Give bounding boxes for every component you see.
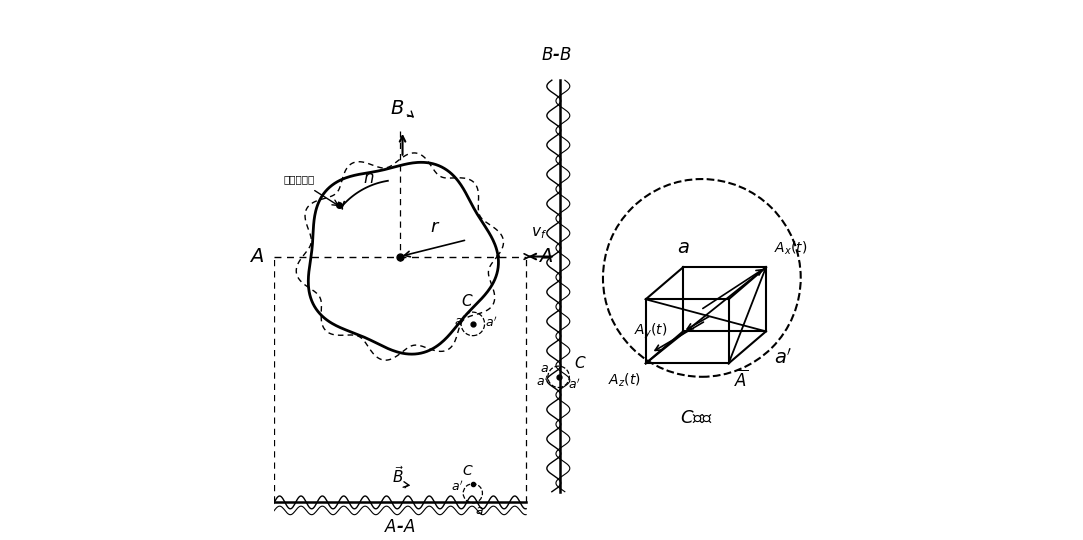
Text: $A_y(t)$: $A_y(t)$ [634, 322, 667, 341]
Text: $A_x(t)$: $A_x(t)$ [774, 239, 808, 256]
Text: $a$: $a$ [455, 315, 464, 328]
Text: $n$: $n$ [363, 169, 375, 187]
Text: $B$-$B$: $B$-$B$ [540, 46, 571, 64]
Text: $a'$: $a'$ [536, 375, 548, 389]
Text: $a'$: $a'$ [774, 347, 793, 367]
Text: $a$: $a$ [474, 504, 484, 517]
Text: $C$: $C$ [461, 293, 473, 309]
Text: $a$: $a$ [677, 238, 690, 256]
Text: $B$: $B$ [390, 99, 404, 118]
Text: $a'$: $a'$ [451, 480, 464, 494]
Text: 刀尖切入点: 刀尖切入点 [284, 174, 314, 184]
Text: $C$: $C$ [461, 464, 473, 478]
Text: $C$: $C$ [574, 355, 586, 372]
Text: $A$-$A$: $A$-$A$ [384, 518, 416, 536]
Text: $\vec{B}$: $\vec{B}$ [392, 465, 404, 487]
Text: $a'$: $a'$ [569, 377, 580, 392]
Text: $v_f$: $v_f$ [531, 225, 547, 240]
Text: $A_z(t)$: $A_z(t)$ [608, 372, 640, 389]
Text: $a$: $a$ [539, 362, 548, 375]
Text: $r$: $r$ [430, 218, 441, 236]
Text: $\overline{A}$: $\overline{A}$ [734, 369, 748, 390]
Text: $a'$: $a'$ [484, 315, 497, 329]
Text: $A$: $A$ [538, 247, 553, 266]
Text: $A$: $A$ [249, 247, 264, 266]
Text: $C$区域: $C$区域 [680, 409, 713, 427]
